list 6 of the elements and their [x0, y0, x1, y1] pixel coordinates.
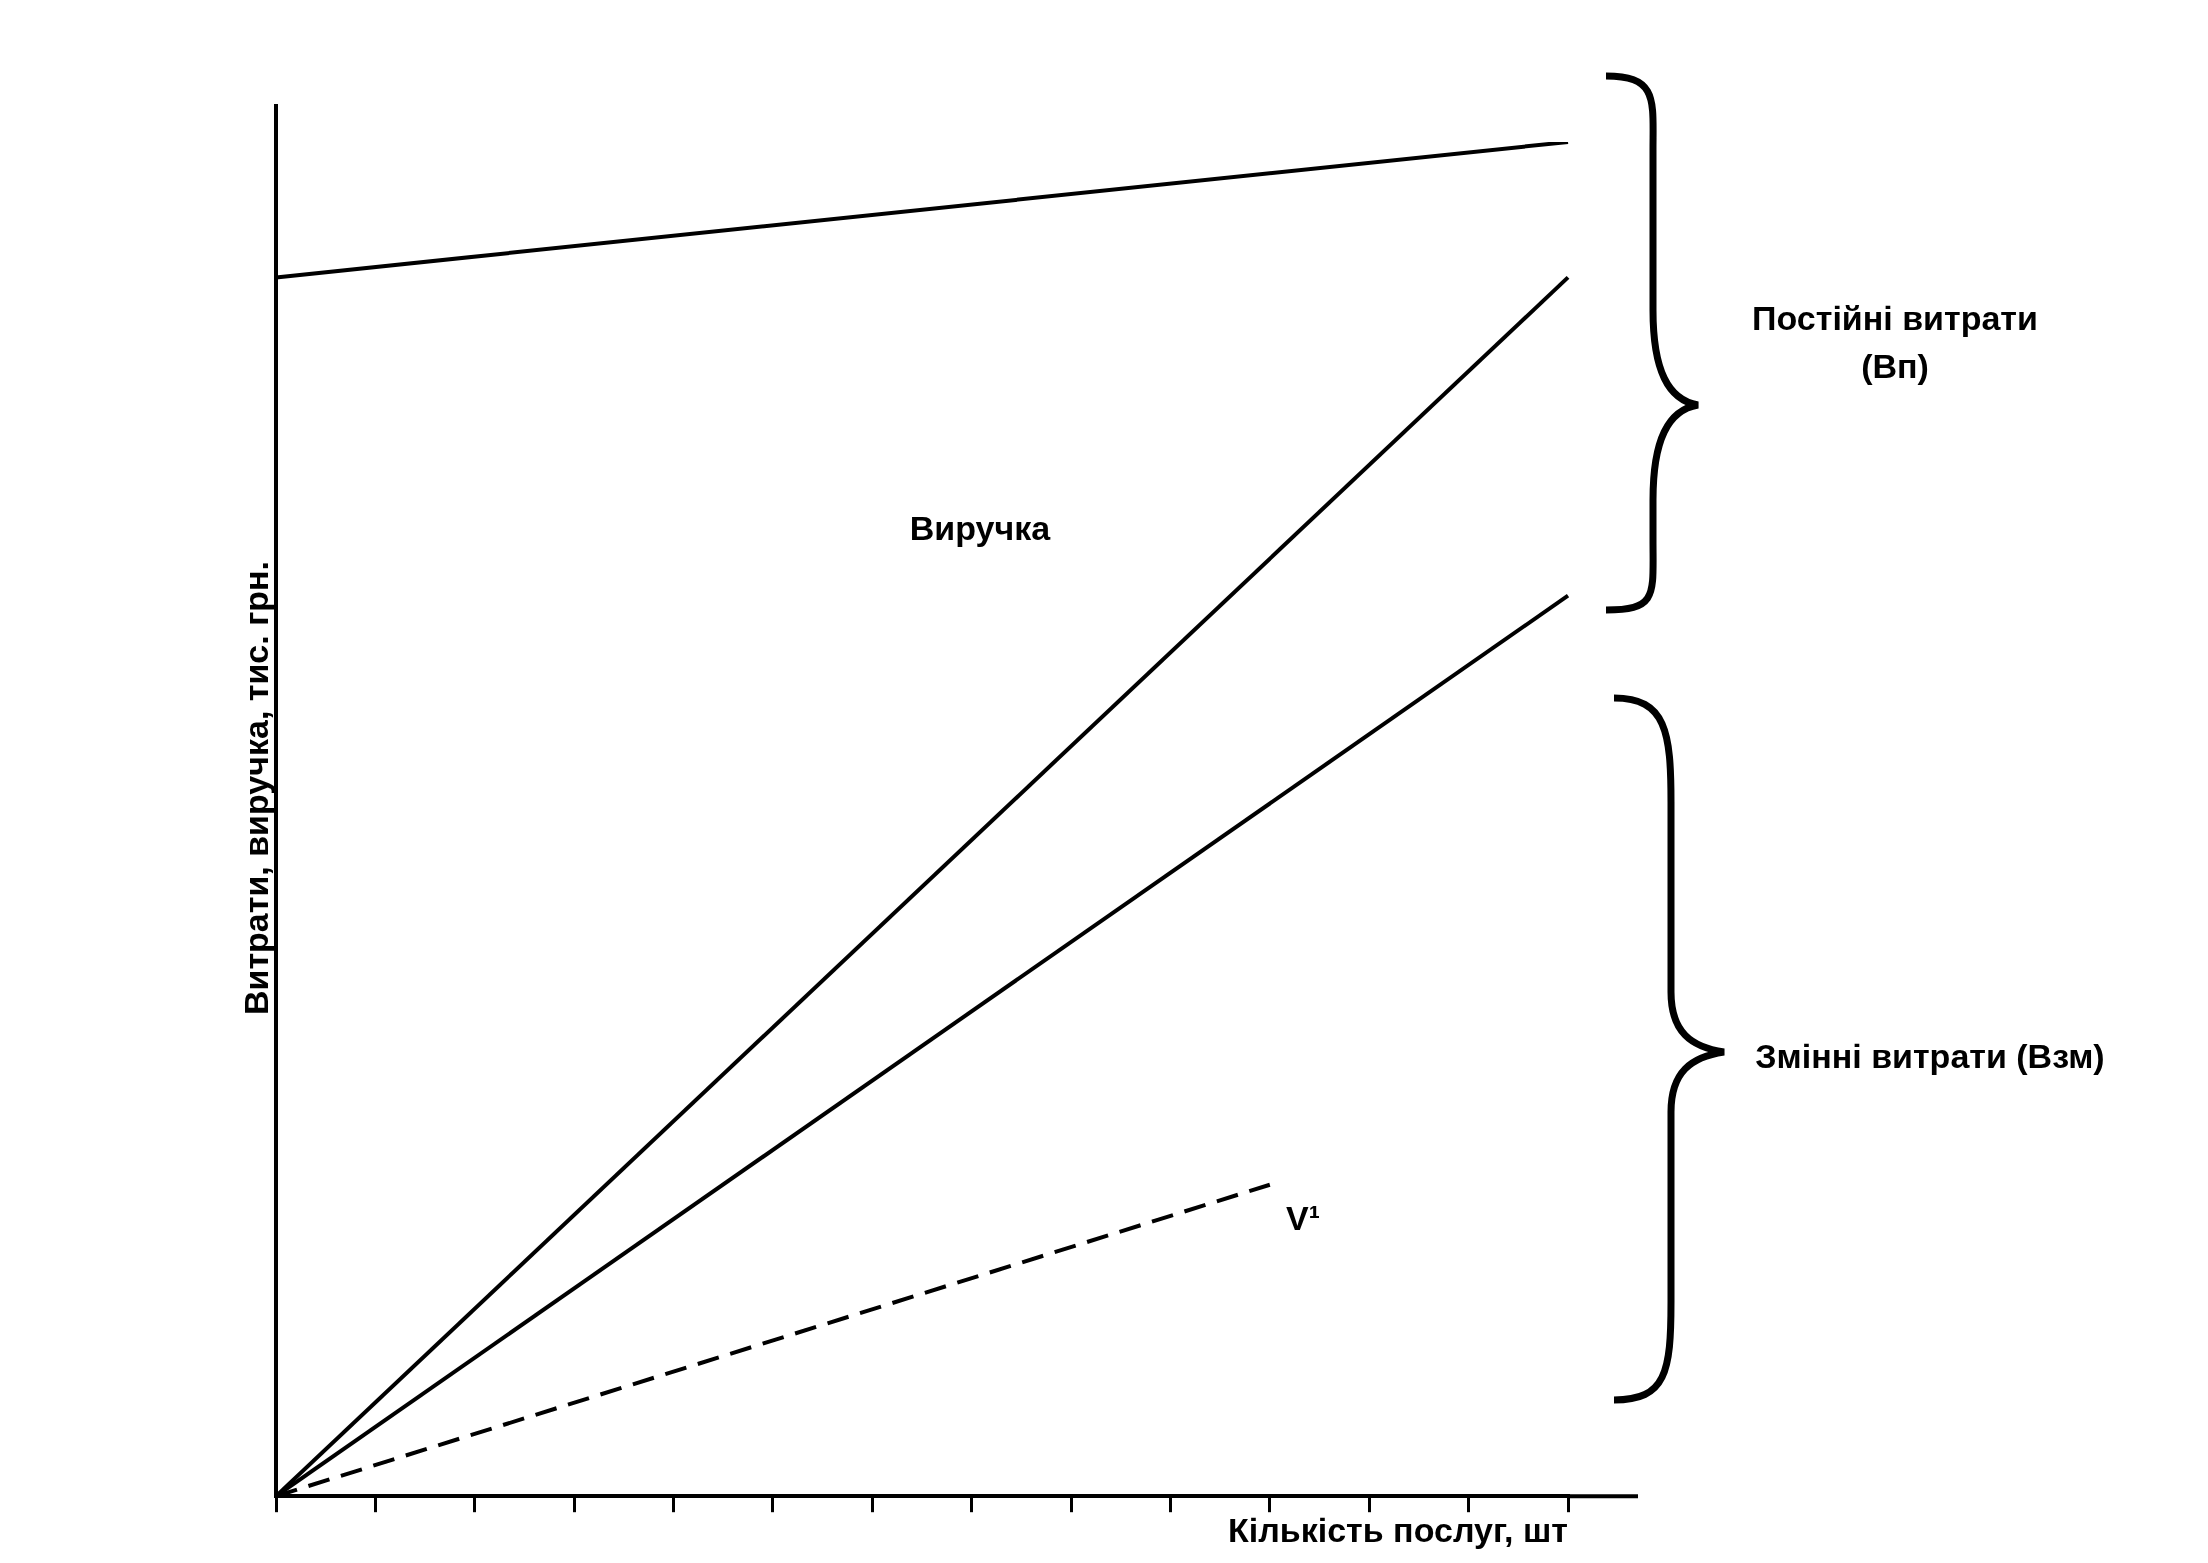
text: Постійні витрати (Вп)	[1751, 298, 2039, 387]
text: Змінні витрати (Взм)	[1754, 1036, 2106, 1078]
annotation: V¹	[1285, 1198, 1321, 1240]
x-axis-title: Кількість послуг, шт	[1228, 1510, 1568, 1549]
y-axis-title: Витрати, виручка, тис. грн.	[236, 560, 276, 1016]
annotation: Виручка	[908, 508, 1052, 550]
